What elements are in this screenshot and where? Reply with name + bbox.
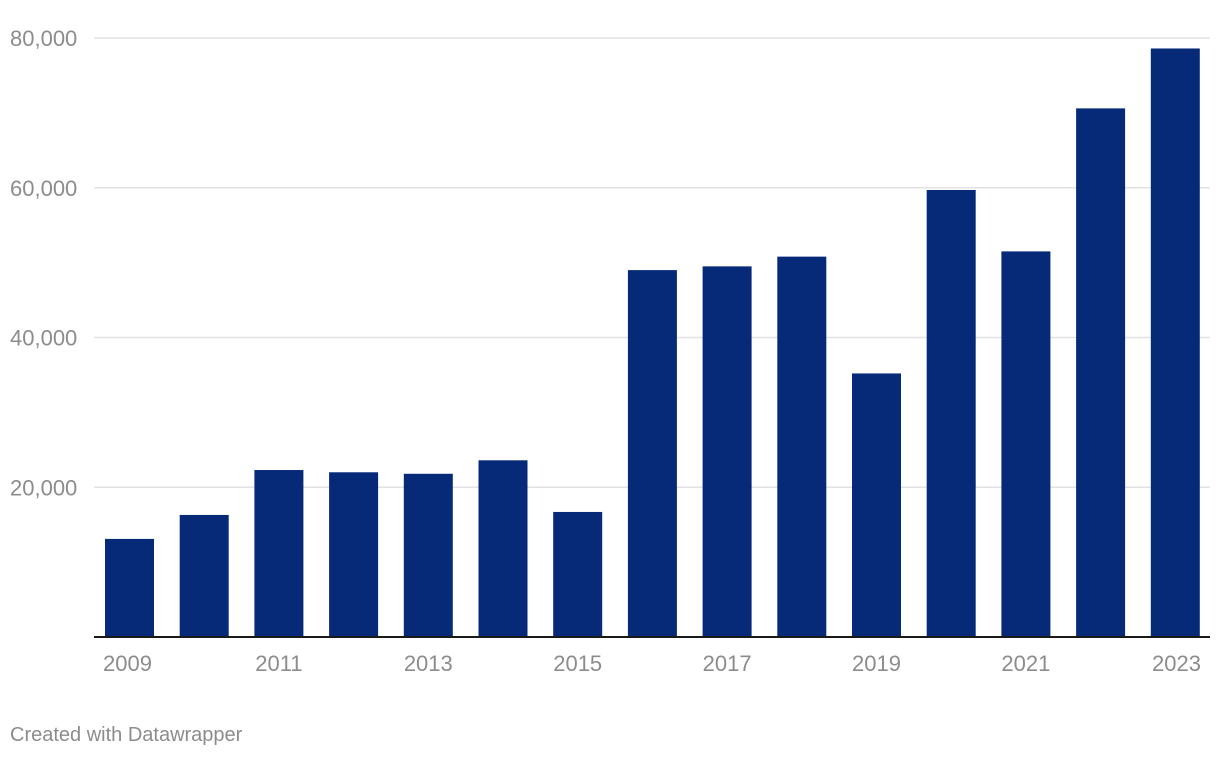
y-tick-label: 60,000 (10, 176, 77, 201)
x-tick-label: 2013 (404, 651, 453, 676)
x-tick-label: 2021 (1001, 651, 1050, 676)
bar-2013 (403, 473, 453, 637)
x-axis-tick-labels: 2009 2011 2013 2015 2017 2019 2021 2023 (103, 651, 1201, 676)
x-tick-label: 2019 (852, 651, 901, 676)
y-axis-tick-labels: 20,000 40,000 60,000 80,000 (10, 26, 77, 500)
bar-2009 (105, 538, 154, 637)
bar-2018 (777, 256, 827, 637)
bar-2023 (1150, 48, 1200, 638)
bar-2016 (627, 270, 677, 637)
bars (105, 48, 1200, 638)
bar-2014 (478, 460, 528, 637)
bar-2015 (553, 511, 603, 637)
bar-2022 (1076, 108, 1126, 637)
datawrapper-credit: Created with Datawrapper (10, 724, 243, 746)
bar-2019 (852, 373, 901, 637)
x-tick-label: 2017 (703, 651, 752, 676)
y-tick-label: 80,000 (10, 26, 77, 51)
bar-2020 (926, 189, 976, 637)
x-tick-label: 2011 (255, 651, 302, 676)
x-tick-label: 2015 (553, 651, 602, 676)
bar-2011 (254, 470, 304, 637)
x-tick-label: 2009 (103, 651, 152, 676)
y-tick-label: 20,000 (10, 475, 77, 500)
bar-2021 (1001, 251, 1051, 638)
bar-2010 (179, 514, 229, 637)
bar-chart: 20,000 40,000 60,000 80,000 2009 2011 2013 201… (10, 26, 1210, 676)
y-tick-label: 40,000 (10, 326, 77, 351)
x-tick-label: 2023 (1152, 651, 1201, 676)
bar-2012 (329, 472, 379, 637)
bar-2017 (702, 266, 752, 637)
